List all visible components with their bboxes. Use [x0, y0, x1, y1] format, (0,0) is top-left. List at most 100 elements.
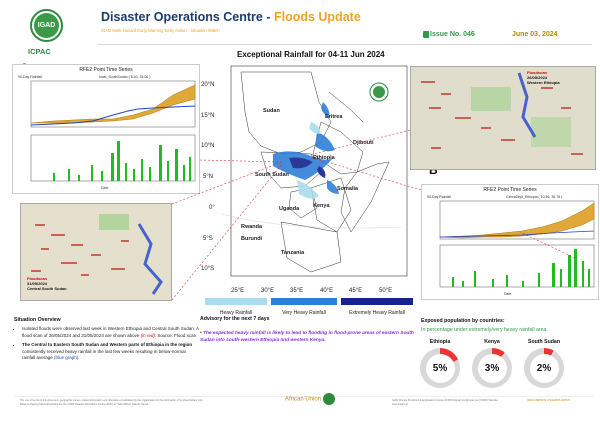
icpac-label: ICPAC — [28, 47, 51, 56]
panel-a-chart: RFE2 Point Time Series 90-Day Rainfall I… — [12, 64, 200, 194]
lon-label-50e: 50°E — [379, 288, 393, 294]
top-right-caption-line-2: 26/05/2024 — [527, 74, 548, 80]
african-union-emblem — [323, 393, 336, 405]
donut-kenya: 3% — [472, 348, 512, 388]
footer-divider — [14, 396, 594, 397]
panel-b-xaxis-label: Date — [504, 292, 512, 296]
panel-b-top-frame — [439, 200, 595, 240]
african-union-logo: African Union — [285, 393, 336, 405]
panel-a-normal-area — [30, 84, 196, 124]
country-sudan: Sudan — [263, 108, 280, 114]
bullet-2-end: . — [78, 355, 80, 361]
donut-south-sudan: 2% — [524, 348, 564, 388]
legend-swatch-extreme — [341, 298, 413, 305]
lon-label-40e: 40°E — [320, 288, 334, 294]
lon-label-30e: 30°E — [261, 288, 275, 294]
lat-label-10n: 10°N — [201, 143, 215, 149]
bullet-2-blue: (blue graph) — [54, 355, 79, 361]
issue-number: Issue No. 046 — [430, 31, 475, 38]
panel-a-right-label: Inasi_SouthSudan ( 8.40, 33.06 ) — [99, 75, 151, 79]
legend-label-heavy: Heavy Rainfall — [219, 310, 253, 316]
panel-a-caption-line-1: Floodscan — [27, 276, 48, 281]
lat-label-0: 0° — [209, 205, 215, 211]
lat-label-20n: 20°N — [201, 82, 215, 88]
situation-title: Situation Overview — [14, 317, 61, 323]
issue-date: June 03, 2024 — [512, 31, 558, 38]
panel-a-chart-title: RFE2 Point Time Series — [79, 67, 133, 73]
donut-south-sudan-value: 2% — [529, 353, 559, 383]
lat-label-10s: 10°S — [201, 266, 215, 272]
lat-label-5s: 5°S — [203, 236, 213, 242]
page-subtitle: IGAD Multi-Hazard Early Warning Early Ac… — [101, 28, 220, 33]
map-canvas — [220, 65, 408, 277]
donut-ethiopia: 5% — [420, 348, 460, 388]
advisory-title: Advisory for the next 7 days — [200, 316, 270, 322]
panel-b-normal-area — [439, 202, 595, 239]
igad-logo-text: IGAD — [34, 13, 59, 38]
country-djibouti: Djibouti — [353, 140, 374, 146]
map-legend: Heavy Rainfall Very Heavy Rainfall Extre… — [205, 298, 415, 322]
lon-label-25e: 25°E — [231, 288, 245, 294]
country-name-south-sudan: South Sudan — [528, 339, 560, 345]
country-kenya: Kenya — [313, 203, 330, 209]
situation-bullet-2: The Central to Eastern South Sudan and W… — [22, 342, 200, 362]
country-south-sudan: South Sudan — [255, 172, 289, 178]
panel-a-image-caption: Floodscan 31/05/2024 Central South Sudan — [27, 276, 67, 291]
top-right-image-art — [411, 67, 595, 169]
legend-label-very-heavy: Very Heavy Rainfall — [282, 310, 326, 316]
bullet-2-rest: consistently received heavy rainfall in … — [22, 348, 186, 361]
map-title: Exceptional Rainfall for 04-11 Jun 2024 — [237, 50, 385, 59]
country-somalia: Somalia — [337, 186, 359, 192]
panel-a-image-art — [21, 204, 171, 300]
top-right-caption-line-1: Floodscan — [527, 70, 548, 75]
bullet-1-post: ; Source: Flood scan — [154, 332, 197, 338]
exposed-subtitle: In percentage under extremely/very heavy… — [421, 327, 547, 333]
top-right-image-caption: Floodscan 26/05/2024 Western Ethiopia — [527, 70, 560, 85]
panel-a-left-label: 90-Day Rainfall — [18, 75, 42, 79]
lat-label-5n: 5°N — [203, 174, 214, 180]
page-title: Disaster Operations Centre - Floods Upda… — [101, 10, 361, 24]
bullet-2-bold: The Central to Eastern South Sudan and W… — [22, 342, 193, 348]
legend-label-extreme: Extremely Heavy Rainfall — [349, 310, 405, 316]
situation-bullet-1: Isolated floods were observed last week … — [22, 326, 200, 339]
donut-kenya-value: 3% — [477, 353, 507, 383]
header-divider — [98, 44, 592, 45]
country-burundi: Burundi — [241, 236, 263, 242]
advisory-text: • The expected heavy rainfall is likely … — [200, 331, 414, 344]
bullet-1-red: (in red) — [140, 332, 155, 338]
panel-a-caption-line-3: Central South Sudan — [27, 285, 67, 291]
panel-a-top-frame — [30, 80, 196, 128]
country-rwanda: Rwanda — [241, 224, 263, 230]
donut-ethiopia-value: 5% — [425, 353, 455, 383]
panel-b-observed-line — [439, 230, 595, 238]
exposed-title: Exposed population by countries: — [421, 318, 505, 324]
bullet-1-text: Isolated floods were observed last week … — [22, 326, 199, 338]
panel-b-letter: B — [429, 163, 438, 177]
lon-label-35e: 35°E — [290, 288, 304, 294]
country-uganda: Uganda — [279, 206, 300, 212]
igad-logo: IGAD — [30, 9, 63, 42]
panel-b-chart: RFE2 Point Time Series 90-Day Rainfall G… — [421, 184, 599, 300]
title-main: Disaster Operations Centre - — [101, 10, 274, 24]
panel-b-bars — [452, 249, 590, 287]
country-ethiopia: Ethiopia — [313, 155, 335, 161]
top-right-caption-line-3: Western Ethiopia — [527, 79, 560, 85]
country-eritrea: Eritrea — [325, 114, 343, 120]
issue-icon — [423, 31, 429, 38]
panel-b-left-label: 90-Day Rainfall — [427, 195, 451, 199]
footer-disclaimer: The use of trends in this document, geog… — [20, 399, 203, 406]
panel-a-caption-line-2: 31/05/2024 — [27, 280, 48, 286]
lat-label-15n: 15°N — [201, 113, 215, 119]
lon-label-45e: 45°E — [349, 288, 363, 294]
panel-b-bottom-frame — [439, 244, 595, 288]
rainfall-map: 20°N 15°N 10°N 5°N 0° 5°S 10°S 25°E 30°E… — [201, 62, 411, 296]
title-accent: Floods Update — [273, 10, 361, 24]
country-tanzania: Tanzania — [281, 250, 305, 256]
panel-a-floodscan-image: Floodscan 31/05/2024 Central South Sudan — [20, 203, 172, 301]
footer-website-link[interactable]: ICPAC WEBSITE | HAZARDS WATCH — [527, 399, 570, 402]
situation-list: Isolated floods were observed last week … — [14, 326, 200, 365]
panel-a-xaxis-label: Date — [101, 186, 109, 190]
panel-a-plot — [30, 80, 196, 182]
legend-swatch-very-heavy — [271, 298, 337, 305]
panel-a-bars — [53, 141, 191, 181]
